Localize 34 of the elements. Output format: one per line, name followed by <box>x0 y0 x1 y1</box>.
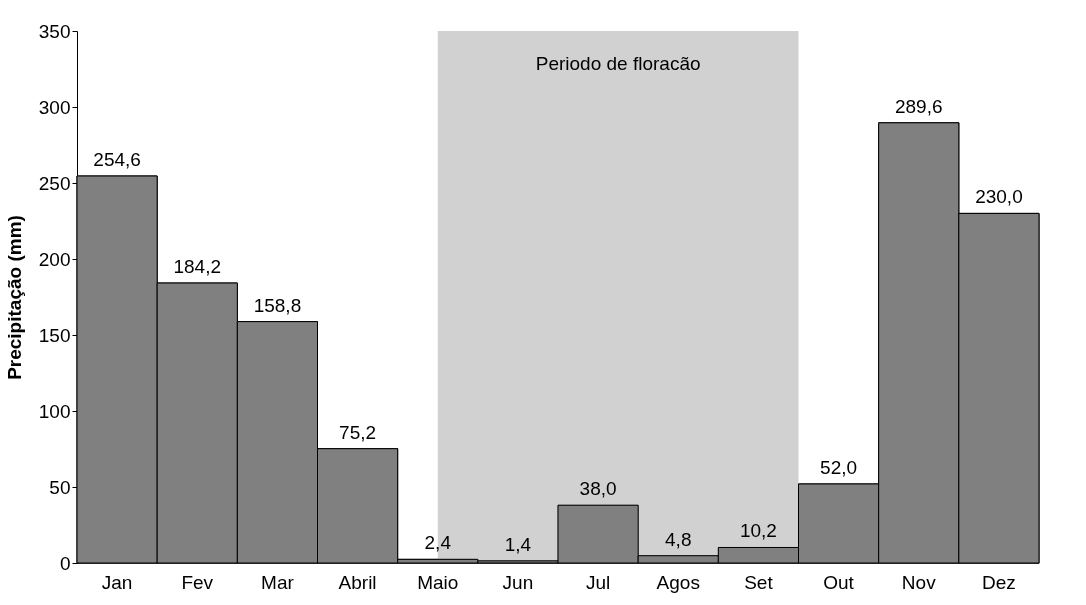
data-label: 1,4 <box>504 533 532 555</box>
x-tick-label: Fev <box>181 571 214 593</box>
data-label: 4,8 <box>665 528 692 550</box>
x-tick-label: Jul <box>585 571 611 593</box>
x-tick-label: Jan <box>101 571 133 593</box>
y-tick-label: 300 <box>38 96 71 118</box>
data-label: 230,0 <box>975 186 1023 208</box>
y-tick-label: 150 <box>38 324 71 346</box>
x-tick-label: Nov <box>901 571 937 593</box>
y-tick-label: 200 <box>38 248 71 270</box>
data-label: 158,8 <box>253 294 302 316</box>
y-tick-label: 250 <box>38 172 71 194</box>
x-tick-label: Jun <box>502 571 534 593</box>
x-tick-label: Mar <box>261 571 295 593</box>
x-tick-label: Out <box>823 571 855 593</box>
data-label: 2,4 <box>424 532 452 554</box>
y-axis-title: Precipitação (mm) <box>3 215 25 380</box>
data-label: 184,2 <box>173 256 222 278</box>
y-tick-label: 0 <box>59 552 71 574</box>
x-tick-label: Abril <box>338 571 377 593</box>
x-tick-label: Set <box>744 571 774 593</box>
data-label: 75,2 <box>339 421 377 443</box>
data-label: 52,0 <box>820 456 858 478</box>
band-label: Periodo de floracão <box>535 53 701 74</box>
data-label: 10,2 <box>739 520 777 542</box>
y-tick-label: 100 <box>38 400 71 422</box>
y-tick-label: 350 <box>38 20 71 42</box>
data-label: 38,0 <box>579 478 617 500</box>
data-label: 254,6 <box>93 149 141 171</box>
x-tick-label: Dez <box>982 571 1016 593</box>
data-label: 289,6 <box>894 95 943 117</box>
x-tick-label: Agos <box>656 571 700 593</box>
x-tick-label: Maio <box>417 571 459 593</box>
y-tick-label: 50 <box>49 476 71 498</box>
